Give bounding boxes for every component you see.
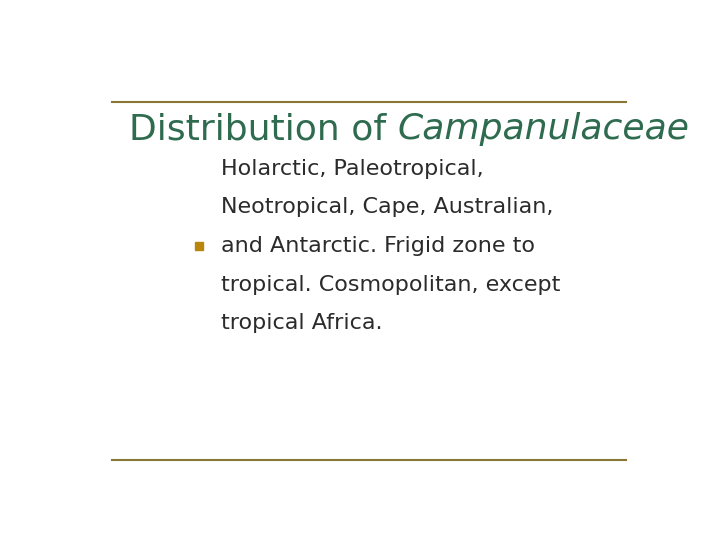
Text: tropical. Cosmopolitan, except: tropical. Cosmopolitan, except [221, 275, 560, 295]
Text: Neotropical, Cape, Australian,: Neotropical, Cape, Australian, [221, 198, 554, 218]
Bar [194, 242, 203, 250]
Text: Distribution of: Distribution of [129, 112, 397, 146]
Text: and Antarctic. Frigid zone to: and Antarctic. Frigid zone to [221, 236, 535, 256]
Text: Campanulaceae: Campanulaceae [397, 112, 690, 146]
Text: tropical Africa.: tropical Africa. [221, 313, 382, 333]
Text: Holarctic, Paleotropical,: Holarctic, Paleotropical, [221, 159, 484, 179]
